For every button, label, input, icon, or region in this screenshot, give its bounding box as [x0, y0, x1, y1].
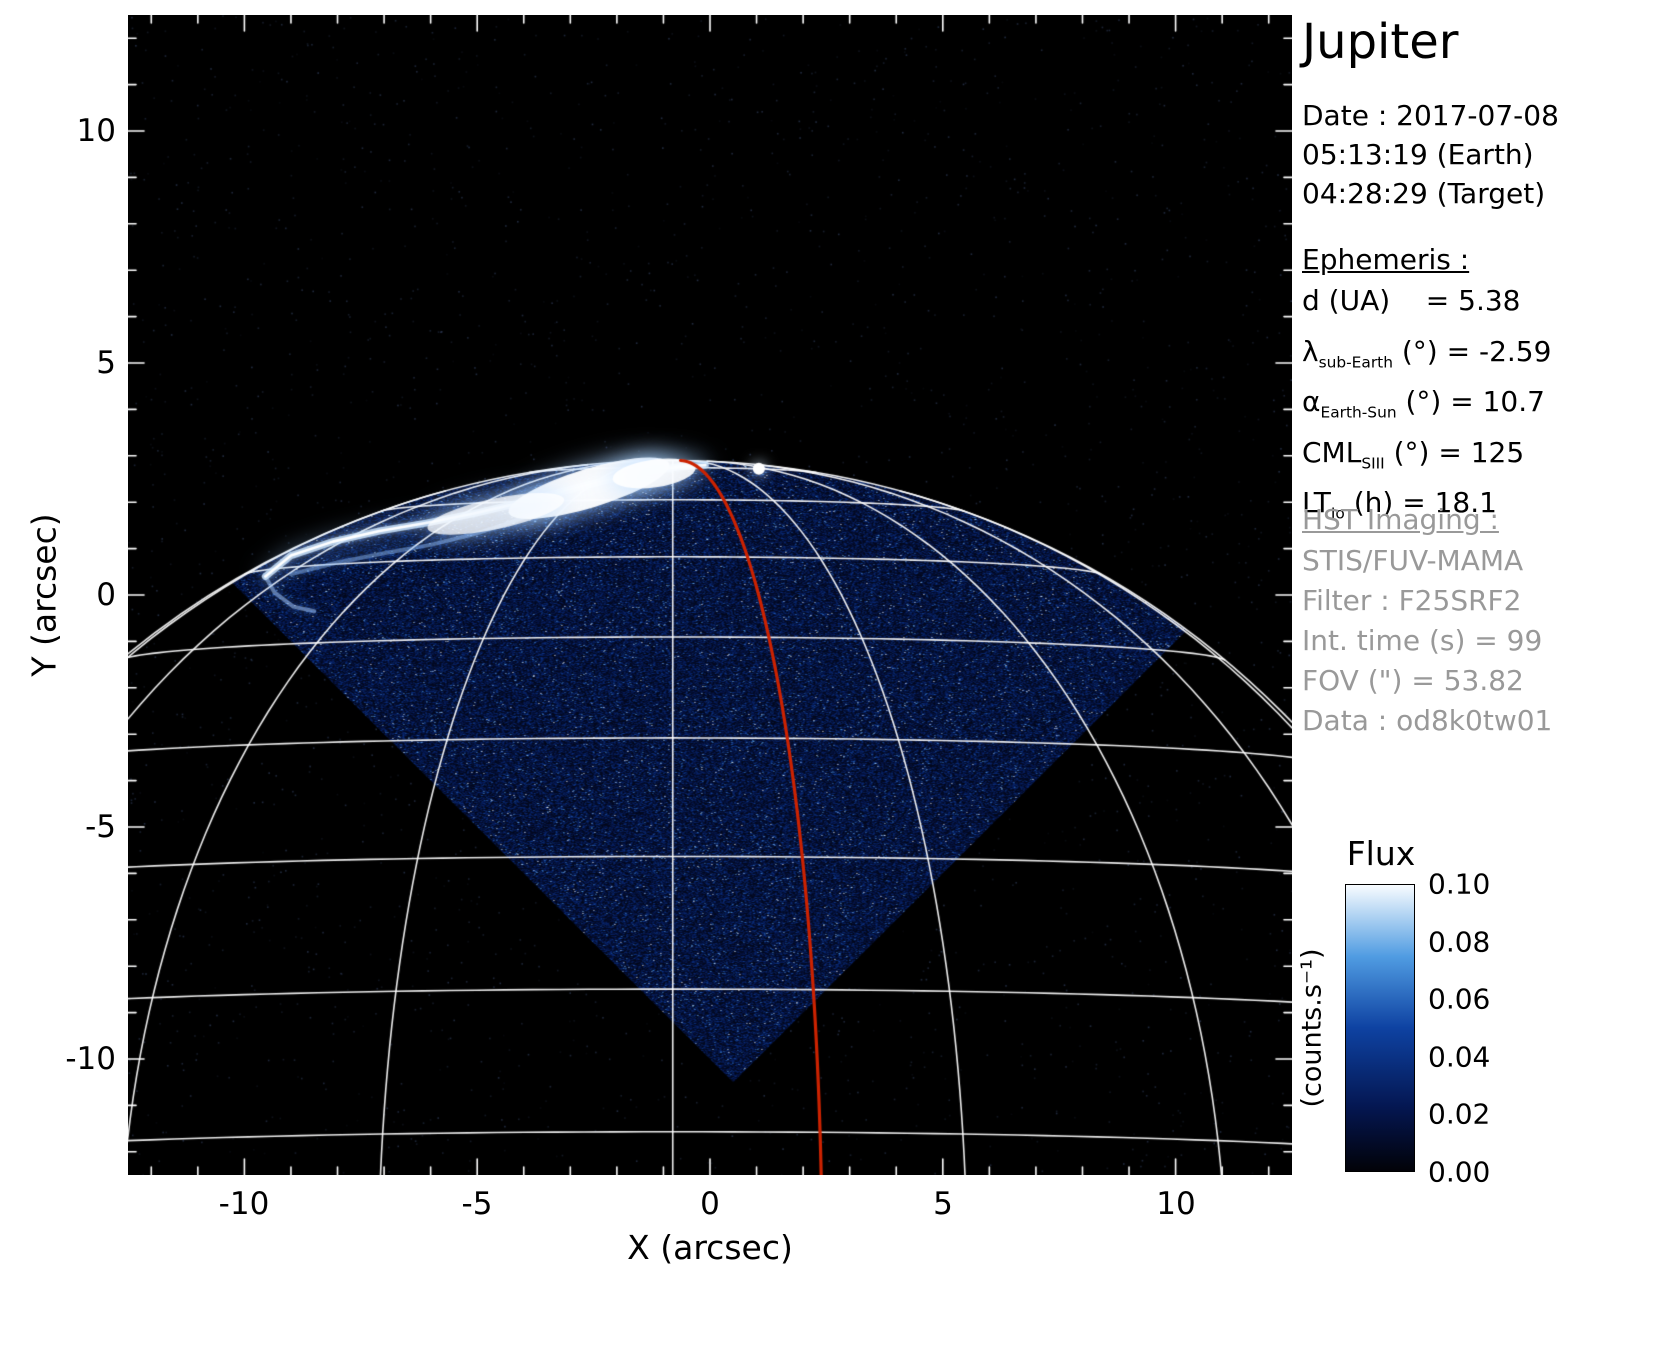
x-tick-label: 5 — [933, 1186, 953, 1222]
colorbar-tick-label: 0.06 — [1428, 983, 1490, 1016]
colorbar-tick-label: 0.10 — [1428, 868, 1490, 901]
ephemeris-subscript: sub-Earth — [1319, 353, 1393, 371]
figure-title: Jupiter — [1302, 14, 1458, 70]
colorbar-tick-label: 0.08 — [1428, 926, 1490, 959]
colorbar-title: Flux — [1347, 834, 1416, 873]
hst-line: Data : od8k0tw01 — [1302, 701, 1552, 741]
y-tick-label: -5 — [30, 809, 116, 845]
ephemeris-line: λsub-Earth (°) = -2.59 — [1302, 332, 1551, 383]
ephemeris-heading: Ephemeris : — [1302, 240, 1469, 279]
ephemeris-symbol: λ — [1302, 335, 1319, 368]
y-axis-label: Y (arcsec) — [25, 513, 64, 676]
ephemeris-symbol: d — [1302, 284, 1320, 317]
hst-imaging-block: STIS/FUV-MAMA Filter : F25SRF2 Int. time… — [1302, 541, 1552, 741]
ephemeris-symbol: α — [1302, 385, 1320, 418]
flux-colorbar — [1345, 884, 1415, 1172]
x-tick-label: 0 — [700, 1186, 720, 1222]
ephemeris-value: (°) = 125 — [1385, 436, 1524, 469]
ephemeris-subscript: Earth-Sun — [1320, 404, 1396, 422]
date-block: Date : 2017-07-08 05:13:19 (Earth) 04:28… — [1302, 96, 1559, 213]
x-tick-label: -5 — [462, 1186, 493, 1222]
ephemeris-symbol: CML — [1302, 436, 1361, 469]
hst-line: Filter : F25SRF2 — [1302, 581, 1552, 621]
ephemeris-value: (°) = -2.59 — [1393, 335, 1551, 368]
time-target: 04:28:29 (Target) — [1302, 174, 1559, 213]
ephemeris-value: (°) = 10.7 — [1397, 385, 1545, 418]
colorbar-unit-label: (counts.s⁻¹) — [1297, 948, 1328, 1107]
ephemeris-line: CMLSIII (°) = 125 — [1302, 433, 1551, 484]
hst-line: FOV (") = 53.82 — [1302, 661, 1552, 701]
ephemeris-line: αEarth-Sun (°) = 10.7 — [1302, 382, 1551, 433]
y-tick-label: 10 — [30, 113, 116, 149]
colorbar-tick-label: 0.04 — [1428, 1041, 1490, 1074]
x-tick-label: -10 — [219, 1186, 270, 1222]
x-tick-label: 10 — [1156, 1186, 1195, 1222]
ephemeris-value: (UA) = 5.38 — [1320, 284, 1521, 317]
y-tick-label: -10 — [30, 1041, 116, 1077]
x-axis-label: X (arcsec) — [627, 1228, 793, 1267]
ephemeris-block: d (UA) = 5.38 λsub-Earth (°) = -2.59 αEa… — [1302, 281, 1551, 534]
jupiter-aurora-map-canvas — [128, 15, 1292, 1175]
ephemeris-subscript: SIII — [1361, 454, 1384, 472]
hst-line: STIS/FUV-MAMA — [1302, 541, 1552, 581]
hst-line: Int. time (s) = 99 — [1302, 621, 1552, 661]
date-line: Date : 2017-07-08 — [1302, 96, 1559, 135]
time-earth: 05:13:19 (Earth) — [1302, 135, 1559, 174]
colorbar-tick-label: 0.02 — [1428, 1098, 1490, 1131]
y-tick-label: 5 — [30, 345, 116, 381]
colorbar-tick-label: 0.00 — [1428, 1156, 1490, 1189]
ephemeris-line: d (UA) = 5.38 — [1302, 281, 1551, 332]
hst-imaging-heading: HST Imaging : — [1302, 500, 1499, 539]
figure-page: -10 -5 0 5 10 10 5 0 -5 -10 X (arcsec) Y… — [0, 0, 1676, 1367]
